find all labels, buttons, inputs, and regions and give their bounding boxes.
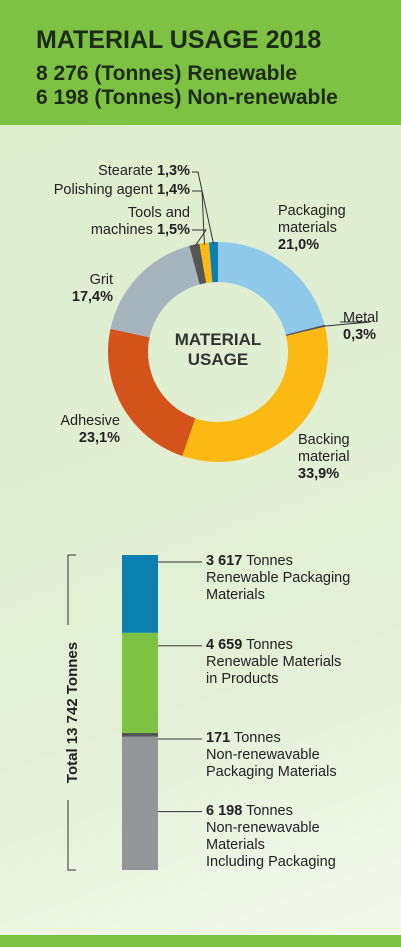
value-label: 21,0% [278, 237, 320, 253]
category-label: Polishing agent [53, 182, 153, 198]
pie-label: Backing material 33,9% [298, 432, 350, 483]
pie-segment [110, 245, 200, 338]
value-label: 33,9% [298, 466, 340, 482]
value-label: 1,3% [156, 163, 190, 179]
bar-segment [122, 632, 158, 734]
category-label: Grit [89, 272, 113, 288]
subtitle: 8 276 (Tonnes) Renewable [36, 62, 298, 85]
category-label: Tonnes Renewable Packaging Materials [206, 553, 351, 603]
value-label: 23,1% [78, 430, 120, 446]
category-label: Tonnes Non-renewavable Packaging Materia… [206, 730, 337, 780]
pie-segment [189, 243, 207, 285]
bracket [67, 800, 76, 871]
pie-segment [218, 242, 325, 335]
center-label: MATERIAL USAGE [174, 330, 262, 369]
bar-label: 171 Tonnes Non-renewavable Packaging Mat… [206, 730, 337, 781]
bar-label: 3 617 Tonnes Renewable Packaging Materia… [206, 553, 350, 604]
header: MATERIAL USAGE 2018 8 276 (Tonnes) Renew… [0, 0, 401, 125]
category-label: Stearate [98, 163, 153, 179]
value-label: 1,4% [156, 182, 190, 198]
bracket [67, 554, 76, 625]
pie-label: Polishing agent 1,4% [54, 182, 190, 199]
bar-label: 6 198 Tonnes Non-renewavable Materials I… [206, 803, 336, 871]
category-label: Tools and machines [90, 205, 190, 238]
axis-label: Total 13 742 Tonnes [64, 642, 81, 783]
value-label: 4 659 [206, 636, 243, 653]
category-label: Adhesive [60, 413, 120, 429]
category-label: Backing material [298, 432, 350, 465]
pie-segment [108, 328, 196, 457]
pie-segment [199, 242, 213, 284]
subtitle: 6 198 (Tonnes) Non-renewable [36, 86, 338, 109]
leader-line [192, 171, 215, 245]
title: MATERIAL USAGE 2018 [36, 26, 322, 54]
value-label: 0,3% [343, 327, 377, 343]
pie-label: Adhesive 23,1% [60, 413, 120, 447]
footer-band [0, 935, 401, 947]
value-label: 6 198 [206, 802, 243, 819]
pie-label: Packaging materials 21,0% [278, 203, 346, 254]
value-label: 3 617 [206, 553, 243, 569]
bar-segment [122, 736, 158, 870]
category-label: Metal [343, 310, 379, 326]
bar-segment [122, 555, 158, 633]
category-label: Tonnes Renewable Materials in Products [206, 636, 342, 687]
pie-label: Tools and machines 1,5% [91, 205, 190, 239]
category-label: Tonnes Non-renewavable Materials Includi… [206, 802, 336, 870]
leader-line [192, 190, 205, 245]
value-label: 171 [206, 730, 231, 746]
pie-segment [285, 324, 326, 336]
pie-segment [182, 326, 328, 462]
pie-label: Metal 0,3% [343, 310, 378, 344]
leader-line [192, 229, 207, 247]
value-label: 1,5% [156, 222, 190, 238]
category-label: Packaging materials [278, 203, 346, 236]
bar-segment [122, 733, 158, 737]
bar-label: 4 659 Tonnes Renewable Materials in Prod… [206, 637, 341, 688]
pie-segment [209, 242, 218, 283]
pie-label: Grit 17,4% [72, 272, 113, 306]
value-label: 17,4% [71, 289, 113, 305]
pie-label: Stearate 1,3% [98, 163, 190, 180]
leader-line [322, 321, 371, 327]
